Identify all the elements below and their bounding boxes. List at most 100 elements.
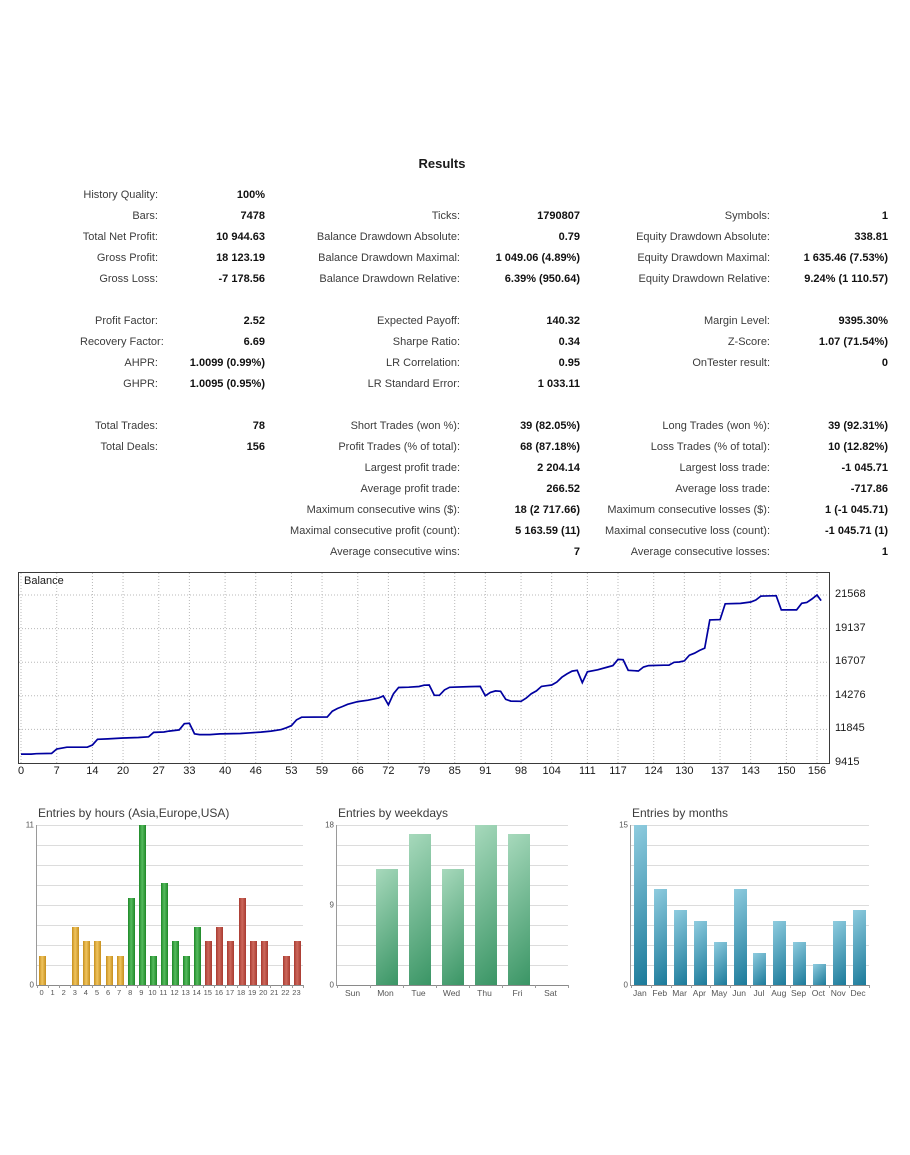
bar-chart-gridline xyxy=(37,885,303,886)
bar xyxy=(282,955,290,985)
balance-x-tick-label: 66 xyxy=(351,765,364,777)
bar-chart-x-tick xyxy=(809,985,811,988)
stat-value: 0.34 xyxy=(558,335,580,348)
bar-chart-gridline xyxy=(631,845,869,846)
balance-line xyxy=(21,593,822,755)
balance-y-tick-label: 14276 xyxy=(835,688,866,701)
stat-label: Maximum consecutive wins ($): xyxy=(306,503,460,516)
stat-label: OnTester result: xyxy=(692,356,770,369)
bar-chart-x-tick xyxy=(103,985,105,988)
stat-label: Largest profit trade: xyxy=(364,461,460,474)
bar-chart-gridline xyxy=(631,945,869,946)
bar xyxy=(194,926,202,985)
bar-chart-x-tick xyxy=(37,985,38,988)
bar xyxy=(138,825,146,985)
bar-chart-gridline xyxy=(631,905,869,906)
bar-chart-x-tick xyxy=(436,985,437,988)
bar-chart-x-tick-label: 2 xyxy=(61,988,66,997)
bar xyxy=(72,926,80,985)
bar-chart-x-tick-label: 15 xyxy=(203,988,212,997)
bar-chart-x-tick-label: 8 xyxy=(128,988,133,997)
stat-value: -1 045.71 (1) xyxy=(825,524,888,537)
balance-curve xyxy=(19,573,829,763)
bar-chart-x-tick-label: Jul xyxy=(753,988,765,998)
balance-y-tick-label: 19137 xyxy=(835,621,866,634)
stat-value: 2.52 xyxy=(243,314,265,327)
bar xyxy=(832,921,846,985)
entries-by-hours-title: Entries by hours (Asia,Europe,USA) xyxy=(38,806,230,820)
bar-chart-x-tick xyxy=(730,985,732,988)
bar-chart-x-tick xyxy=(247,985,249,988)
bar-chart-x-tick-label: May xyxy=(711,988,728,998)
bar-chart-gridline xyxy=(631,825,869,826)
bar-chart-x-tick xyxy=(631,985,632,988)
bar xyxy=(39,955,47,985)
stat-value: 1 xyxy=(881,209,888,222)
entries-by-months-title: Entries by months xyxy=(632,806,729,820)
stats-spacer xyxy=(80,397,888,413)
bar xyxy=(183,955,191,985)
bar-chart-x-tick-label: 21 xyxy=(270,988,279,997)
stat-value: 1 033.11 xyxy=(537,377,580,390)
stat-label: Average loss trade: xyxy=(675,482,770,495)
balance-x-tick-label: 20 xyxy=(116,765,130,777)
balance-x-tick-label: 156 xyxy=(807,765,827,777)
balance-x-tick-label: 150 xyxy=(777,765,796,777)
bar-chart-x-tick xyxy=(214,985,216,988)
bar xyxy=(216,926,224,985)
entries-by-weekdays-title: Entries by weekdays xyxy=(338,806,449,820)
balance-chart-label: Balance xyxy=(24,575,64,587)
stat-label: Gross Loss: xyxy=(99,272,158,285)
bar-chart-x-tick xyxy=(236,985,238,988)
bar xyxy=(793,942,807,985)
bar-chart-x-tick xyxy=(203,985,205,988)
stat-label: Equity Drawdown Maximal: xyxy=(637,251,770,264)
entries-by-weekdays-x-axis: Sun Mon Tue Wed Thu Fri Sat xyxy=(336,986,568,998)
stat-label: Average profit trade: xyxy=(360,482,460,495)
entries-by-months-x-axis: Jan Feb Mar Apr May Jun Jul Aug Sep Oct Nov Dec xyxy=(630,986,869,998)
balance-x-tick-label: 33 xyxy=(183,765,196,777)
balance-x-tick-label: 137 xyxy=(710,765,730,777)
stat-label: Maximum consecutive losses ($): xyxy=(607,503,770,516)
balance-x-tick-label: 0 xyxy=(17,765,25,777)
balance-x-axis: 0 7 14 20 27 33 40 46 53 59 66 72 79 85 91 98 104 111 117 1… xyxy=(17,765,829,779)
bar-chart-x-tick-label: 5 xyxy=(94,988,100,997)
bar xyxy=(654,889,668,985)
results-title: Results xyxy=(418,156,466,171)
balance-x-tick-label: 79 xyxy=(417,765,431,777)
balance-x-tick-label: 46 xyxy=(249,765,262,777)
bar-chart-x-tick xyxy=(789,985,791,988)
bar-chart-x-tick-label: Nov xyxy=(830,988,846,998)
stat-value: 6.39% (950.64) xyxy=(504,272,580,285)
balance-x-tick-label: 117 xyxy=(609,765,627,777)
bar-chart-x-tick xyxy=(92,985,94,988)
bar xyxy=(812,963,826,985)
bar-chart-x-tick-label: Dec xyxy=(850,988,866,998)
bar-chart-y-tick-label: 0 xyxy=(29,980,34,990)
stat-value: -717.86 xyxy=(850,482,888,495)
results-table: History Quality: 100% Bars: 7478 Ticks: 17908… xyxy=(80,184,888,562)
bar-chart-x-tick-label: 12 xyxy=(170,988,179,997)
entry-charts-row: Entries by hours (Asia,Europe,USA) 11 0 0… xyxy=(0,806,910,1006)
bar-chart-x-tick xyxy=(750,985,751,988)
bar-chart-x-tick-label: 11 xyxy=(159,988,168,997)
bar-chart-x-tick xyxy=(192,985,194,988)
stat-label: Long Trades (won %): xyxy=(662,419,770,432)
bar-chart-x-tick-label: 16 xyxy=(214,988,224,997)
bar-chart-y-tick-label: 0 xyxy=(623,980,628,990)
stat-value: 18 (2 717.66) xyxy=(514,503,580,516)
bar-chart-x-tick xyxy=(181,985,183,988)
bar-chart-x-tick-label: 13 xyxy=(181,988,190,997)
stat-value: 338.81 xyxy=(854,230,888,243)
bar-chart-x-tick xyxy=(125,985,127,988)
bar-chart-gridline xyxy=(37,925,303,926)
bar xyxy=(116,955,124,985)
bar xyxy=(227,941,235,985)
bar-chart-x-tick xyxy=(670,985,672,988)
bar-chart-y-tick-label: 15 xyxy=(619,820,628,830)
stat-value: 0 xyxy=(881,356,888,369)
bar xyxy=(441,869,464,985)
bar-chart-x-tick xyxy=(502,985,503,988)
stat-value: 156 xyxy=(246,440,265,453)
bar-chart-x-tick xyxy=(136,985,138,988)
